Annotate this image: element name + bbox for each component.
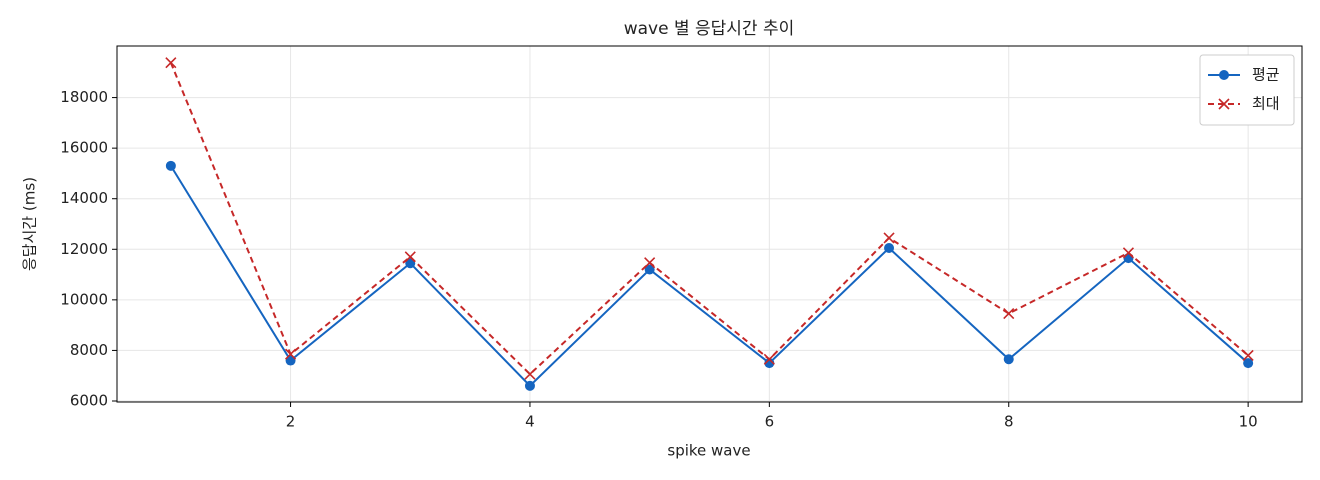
legend-label: 평균 <box>1252 66 1280 84</box>
x-tick-label: 8 <box>1004 413 1014 431</box>
series-line <box>169 62 1249 376</box>
y-tick-label: 14000 <box>60 189 108 207</box>
legend-marker <box>1219 70 1229 80</box>
x-tick-label: 6 <box>765 413 775 431</box>
series-line <box>170 165 1249 388</box>
legend-marker <box>1218 98 1230 110</box>
y-tick-label: 10000 <box>60 290 108 308</box>
marker <box>644 257 656 269</box>
marker <box>524 380 535 391</box>
marker <box>284 348 297 360</box>
marker <box>884 243 895 254</box>
marker <box>285 355 296 366</box>
marker <box>1003 354 1014 365</box>
legend-box <box>1199 54 1295 126</box>
marker <box>1243 358 1254 369</box>
marker <box>165 160 176 171</box>
chart-title: wave 별 응답시간 추이 <box>624 19 795 39</box>
x-axis-label: spike wave <box>667 442 750 460</box>
marker <box>165 57 177 69</box>
marker <box>883 232 895 244</box>
x-tick-label: 4 <box>525 413 535 431</box>
y-axis-label: 응답시간 (ms) <box>21 177 39 271</box>
y-tick-label: 6000 <box>70 391 108 409</box>
marker <box>1242 349 1254 362</box>
y-tick-label: 18000 <box>60 88 108 106</box>
marker <box>1122 247 1135 259</box>
y-tick-label: 12000 <box>60 240 108 258</box>
marker <box>1003 307 1015 320</box>
legend-label: 최대 <box>1252 95 1280 113</box>
y-tick-label: 16000 <box>60 139 108 157</box>
marker <box>764 358 775 369</box>
marker <box>404 251 416 263</box>
x-tick-label: 10 <box>1239 413 1258 431</box>
x-tick-label: 2 <box>286 413 296 431</box>
plot-frame <box>116 45 1303 403</box>
marker <box>524 368 536 380</box>
y-tick-label: 8000 <box>70 341 108 359</box>
marker <box>763 353 775 365</box>
marker <box>644 264 655 275</box>
